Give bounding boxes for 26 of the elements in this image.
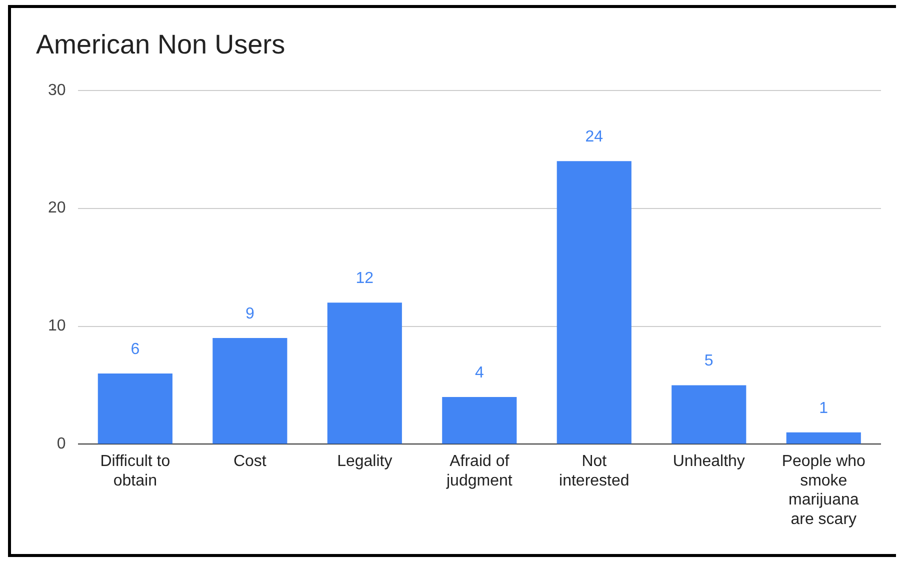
bar	[672, 385, 746, 444]
x-tick-label: Unhealthy	[672, 453, 745, 470]
data-label: 5	[704, 352, 714, 370]
data-label: 9	[245, 305, 254, 322]
y-tick-label: 0	[56, 436, 66, 453]
bar	[442, 397, 517, 444]
bar	[212, 338, 288, 444]
data-label: 6	[130, 340, 140, 358]
y-tick-label: 20	[48, 200, 66, 217]
bar	[98, 373, 172, 444]
x-tick-label: Afraid of judgment	[445, 453, 513, 490]
chart-title: American Non Users	[36, 30, 286, 60]
data-label: 12	[356, 270, 374, 288]
bar	[327, 302, 402, 444]
x-tick-label: Not interested	[559, 453, 630, 490]
data-label: 1	[819, 400, 828, 417]
data-label: 4	[474, 364, 484, 382]
bar	[786, 432, 861, 444]
data-label: 24	[585, 128, 604, 146]
x-tick-label: Legality	[337, 453, 392, 470]
x-tick-label: Cost	[233, 453, 267, 470]
y-tick-label: 30	[48, 82, 66, 99]
bar	[556, 161, 632, 444]
x-tick-label: People who smoke marijuana are scary	[782, 453, 866, 528]
y-tick-label: 10	[48, 318, 66, 335]
x-tick-label: Difficult to obtain	[100, 453, 170, 490]
